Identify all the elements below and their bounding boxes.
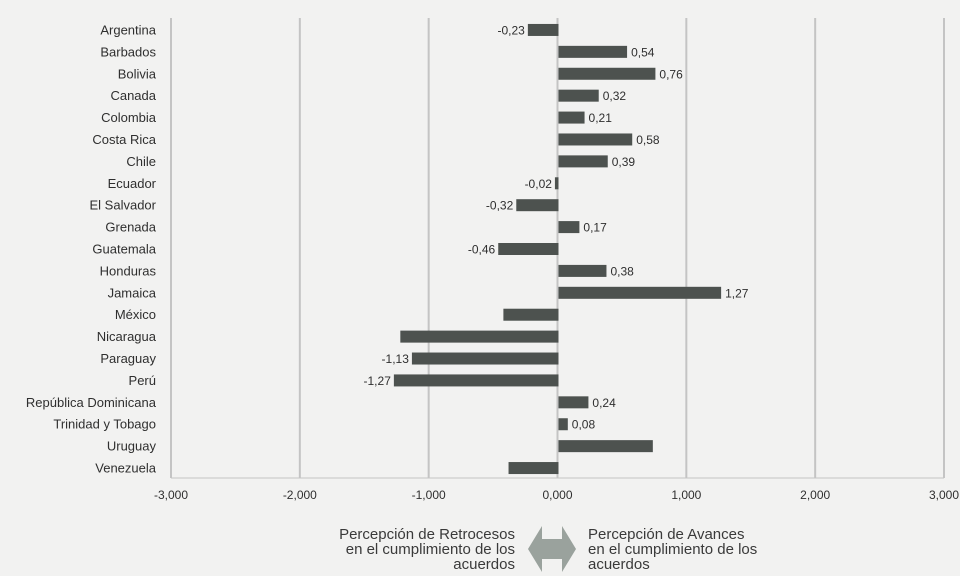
category-label: Paraguay — [100, 351, 156, 366]
category-label: Guatemala — [92, 242, 156, 257]
bar — [558, 396, 589, 409]
bar — [554, 177, 559, 190]
bar — [558, 286, 722, 299]
data-labels: -0,23 0,54 0,76 0,32 0,21 0,580,39 -0,02 -0,32 0… — [364, 23, 749, 431]
annotation-left-line-1: Percepción de Retrocesos — [339, 526, 515, 543]
x-tick-label: 3,000 — [929, 488, 959, 502]
x-tick-label: -3,000 — [154, 488, 188, 502]
data-label: 0,54 — [631, 45, 655, 59]
data-label: 0,21 — [589, 111, 613, 125]
category-label: México — [115, 307, 156, 322]
data-label: -1,13 — [382, 352, 410, 366]
bar — [558, 133, 633, 146]
annotation-right-line-3: acuerdos — [588, 556, 650, 573]
x-tick-labels: -3,000 -2,000 -1,000 0,000 1,000 2,000 3,000 — [154, 488, 959, 502]
category-label: Honduras — [100, 263, 157, 278]
x-tick-label: -1,000 — [412, 488, 446, 502]
data-label: -0,32 — [486, 199, 514, 213]
category-label: Nicaragua — [97, 329, 157, 344]
data-label: 0,08 — [572, 418, 596, 432]
data-label: 0,38 — [610, 264, 634, 278]
category-label: Colombia — [101, 110, 157, 125]
category-labels: Argentina Barbados Bolivia Canada Colombia Co… — [26, 22, 157, 475]
data-label: 0,58 — [636, 133, 660, 147]
x-tick-label: 1,000 — [671, 488, 701, 502]
data-label: -0,02 — [525, 177, 553, 191]
bar — [558, 111, 585, 124]
gridlines — [170, 18, 945, 479]
x-tick-label: 2,000 — [800, 488, 830, 502]
bar — [411, 352, 559, 365]
bars — [393, 23, 722, 475]
double-arrow-icon — [528, 526, 576, 572]
category-label: República Dominicana — [26, 395, 157, 410]
category-label: Perú — [129, 373, 156, 388]
bar — [558, 67, 656, 80]
x-tick-label: 0,000 — [542, 488, 572, 502]
category-label: El Salvador — [90, 198, 157, 213]
category-label: Trinidad y Tobago — [53, 417, 156, 432]
data-label: 0,76 — [659, 67, 683, 81]
annotation-avances: Percepción de Avances en el cumplimiento… — [588, 527, 808, 572]
annotation-left-line-2: en el cumplimiento de los — [345, 541, 515, 558]
category-label: Barbados — [100, 44, 156, 59]
annotation-right-line-1: Percepción de Avances — [588, 526, 745, 543]
data-label: -1,27 — [364, 374, 392, 388]
category-label: Grenada — [105, 220, 156, 235]
bar — [558, 440, 653, 453]
category-label: Uruguay — [107, 439, 157, 454]
annotation-retrocesos: Percepción de Retrocesos en el cumplimie… — [295, 527, 515, 572]
bar — [558, 418, 568, 431]
bar — [516, 199, 559, 212]
bar — [558, 264, 607, 277]
bar — [498, 243, 559, 255]
data-label: 0,32 — [603, 89, 627, 103]
data-label: 0,24 — [592, 396, 616, 410]
data-label: -0,23 — [498, 23, 526, 37]
category-label: Venezuela — [95, 461, 156, 476]
bar — [508, 462, 559, 475]
annotation-right-line-2: en el cumplimiento de los — [588, 541, 758, 558]
category-label: Ecuador — [108, 176, 157, 191]
category-label: Bolivia — [118, 66, 157, 81]
bar — [558, 221, 580, 234]
category-label: Argentina — [100, 22, 156, 37]
category-label: Jamaica — [108, 285, 157, 300]
bar — [400, 330, 559, 343]
bar — [503, 308, 559, 321]
bar — [558, 155, 608, 168]
category-label: Costa Rica — [92, 132, 156, 147]
category-label: Chile — [126, 154, 156, 169]
bar — [527, 23, 559, 36]
data-label: -0,46 — [468, 243, 496, 257]
data-label: 1,27 — [725, 286, 749, 300]
bar — [558, 45, 628, 58]
bar — [558, 89, 599, 102]
data-label: 0,17 — [583, 221, 607, 235]
data-label: 0,39 — [612, 155, 636, 169]
bar — [393, 374, 559, 387]
x-tick-label: -2,000 — [283, 488, 317, 502]
category-label: Canada — [110, 88, 156, 103]
annotation-left-line-3: acuerdos — [453, 556, 515, 573]
